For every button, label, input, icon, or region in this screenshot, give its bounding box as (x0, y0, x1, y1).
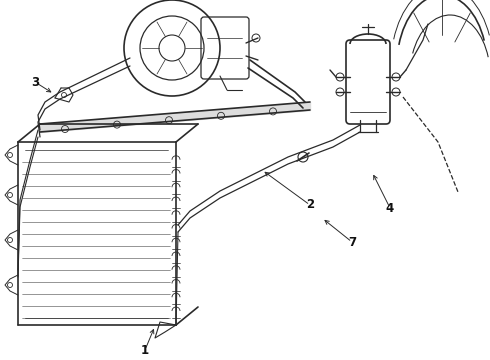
Text: 4: 4 (386, 202, 394, 215)
Text: 2: 2 (306, 198, 314, 211)
Text: 7: 7 (348, 235, 356, 248)
Text: 1: 1 (141, 343, 149, 356)
Text: 3: 3 (31, 76, 39, 89)
